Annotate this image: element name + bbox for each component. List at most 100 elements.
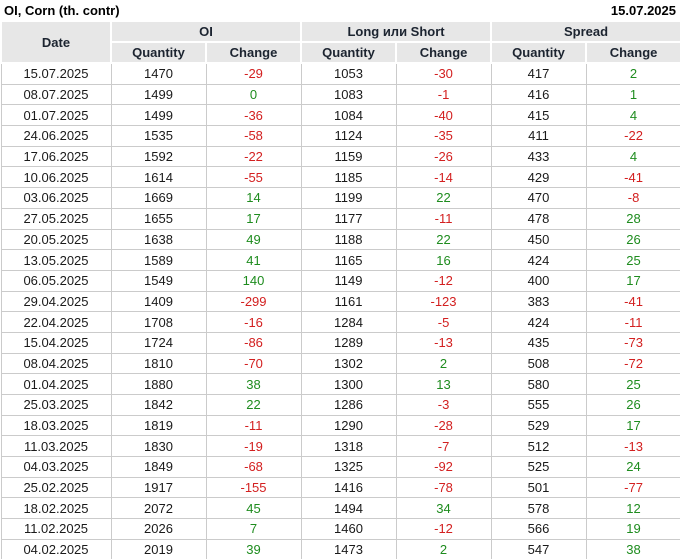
change-cell: -13 (585, 435, 680, 458)
change-cell: 16 (395, 249, 492, 271)
column-group-spread: Spread (490, 20, 680, 43)
quantity-cell: 429 (490, 166, 587, 189)
table-row: 18.03.2025 1819 -11 1290 -28 529 17 (0, 414, 680, 437)
change-cell: -13 (395, 331, 492, 354)
page-title: OI, Corn (th. contr) (4, 2, 120, 18)
quantity-cell: 411 (490, 125, 587, 147)
change-cell: 41 (205, 249, 302, 271)
date-cell: 01.04.2025 (0, 373, 112, 395)
change-cell: -70 (205, 352, 302, 375)
change-cell: -72 (585, 352, 680, 375)
quantity-cell: 1290 (300, 414, 397, 437)
quantity-cell: 1165 (300, 249, 397, 271)
change-cell: 2 (585, 62, 680, 85)
quantity-cell: 566 (490, 518, 587, 540)
change-cell: -22 (205, 145, 302, 168)
table-row: 25.02.2025 1917 -155 1416 -78 501 -77 (0, 476, 680, 499)
quantity-cell: 383 (490, 290, 587, 313)
quantity-cell: 1708 (110, 311, 207, 333)
quantity-cell: 1289 (300, 331, 397, 354)
change-cell: 17 (585, 269, 680, 292)
change-cell: -123 (395, 290, 492, 313)
change-cell: 13 (395, 373, 492, 395)
change-cell: 49 (205, 228, 302, 251)
quantity-cell: 1842 (110, 394, 207, 416)
quantity-cell: 478 (490, 207, 587, 230)
table-row: 17.06.2025 1592 -22 1159 -26 433 4 (0, 145, 680, 168)
quantity-cell: 400 (490, 269, 587, 292)
change-cell: -14 (395, 166, 492, 189)
change-cell: -3 (395, 394, 492, 416)
change-cell: 39 (205, 538, 302, 559)
change-cell: -92 (395, 456, 492, 478)
change-cell: 2 (395, 352, 492, 375)
title-bar: OI, Corn (th. contr) 15.07.2025 (0, 0, 680, 20)
change-cell: -86 (205, 331, 302, 354)
change-cell: -58 (205, 125, 302, 147)
change-cell: 1 (585, 83, 680, 106)
change-cell: -30 (395, 62, 492, 85)
quantity-cell: 1185 (300, 166, 397, 189)
date-cell: 04.03.2025 (0, 456, 112, 478)
table-body: 15.07.2025 1470 -29 1053 -30 417 2 08.07.2025 14… (0, 62, 680, 559)
date-cell: 15.07.2025 (0, 62, 112, 85)
quantity-cell: 525 (490, 456, 587, 478)
subheader-spread-quantity: Quantity (490, 41, 588, 64)
change-cell: -155 (205, 476, 302, 499)
quantity-cell: 450 (490, 228, 587, 251)
quantity-cell: 2019 (110, 538, 207, 559)
quantity-cell: 1300 (300, 373, 397, 395)
date-cell: 06.05.2025 (0, 269, 112, 292)
change-cell: -16 (205, 311, 302, 333)
table-row: 04.02.2025 2019 39 1473 2 547 38 (0, 538, 680, 559)
change-cell: 7 (205, 518, 302, 540)
table-row: 24.06.2025 1535 -58 1124 -35 411 -22 (0, 125, 680, 147)
quantity-cell: 1494 (300, 497, 397, 520)
change-cell: 24 (585, 456, 680, 478)
change-cell: 25 (585, 373, 680, 395)
quantity-cell: 1177 (300, 207, 397, 230)
table-row: 10.06.2025 1614 -55 1185 -14 429 -41 (0, 166, 680, 189)
quantity-cell: 578 (490, 497, 587, 520)
change-cell: 28 (585, 207, 680, 230)
change-cell: -11 (395, 207, 492, 230)
date-cell: 03.06.2025 (0, 187, 112, 209)
change-cell: -68 (205, 456, 302, 478)
quantity-cell: 1149 (300, 269, 397, 292)
change-cell: 17 (205, 207, 302, 230)
quantity-cell: 1819 (110, 414, 207, 437)
quantity-cell: 512 (490, 435, 587, 458)
date-cell: 08.07.2025 (0, 83, 112, 106)
change-cell: 34 (395, 497, 492, 520)
quantity-cell: 1830 (110, 435, 207, 458)
date-cell: 20.05.2025 (0, 228, 112, 251)
quantity-cell: 1535 (110, 125, 207, 147)
change-cell: -73 (585, 331, 680, 354)
subheader-ls-change: Change (395, 41, 493, 64)
date-cell: 10.06.2025 (0, 166, 112, 189)
table-row: 11.02.2025 2026 7 1460 -12 566 19 (0, 518, 680, 540)
change-cell: -12 (395, 269, 492, 292)
table-row: 18.02.2025 2072 45 1494 34 578 12 (0, 497, 680, 520)
quantity-cell: 1849 (110, 456, 207, 478)
change-cell: -29 (205, 62, 302, 85)
change-cell: -12 (395, 518, 492, 540)
change-cell: -41 (585, 290, 680, 313)
quantity-cell: 1318 (300, 435, 397, 458)
quantity-cell: 1053 (300, 62, 397, 85)
date-cell: 25.03.2025 (0, 394, 112, 416)
quantity-cell: 1470 (110, 62, 207, 85)
report-date: 15.07.2025 (610, 2, 676, 18)
quantity-cell: 1917 (110, 476, 207, 499)
change-cell: -55 (205, 166, 302, 189)
date-cell: 29.04.2025 (0, 290, 112, 313)
quantity-cell: 555 (490, 394, 587, 416)
quantity-cell: 417 (490, 62, 587, 85)
table-header: Date OI Long или Short Spread Quantity C… (0, 20, 680, 64)
change-cell: 2 (395, 538, 492, 559)
quantity-cell: 2072 (110, 497, 207, 520)
quantity-cell: 1284 (300, 311, 397, 333)
quantity-cell: 1614 (110, 166, 207, 189)
quantity-cell: 416 (490, 83, 587, 106)
change-cell: -8 (585, 187, 680, 209)
